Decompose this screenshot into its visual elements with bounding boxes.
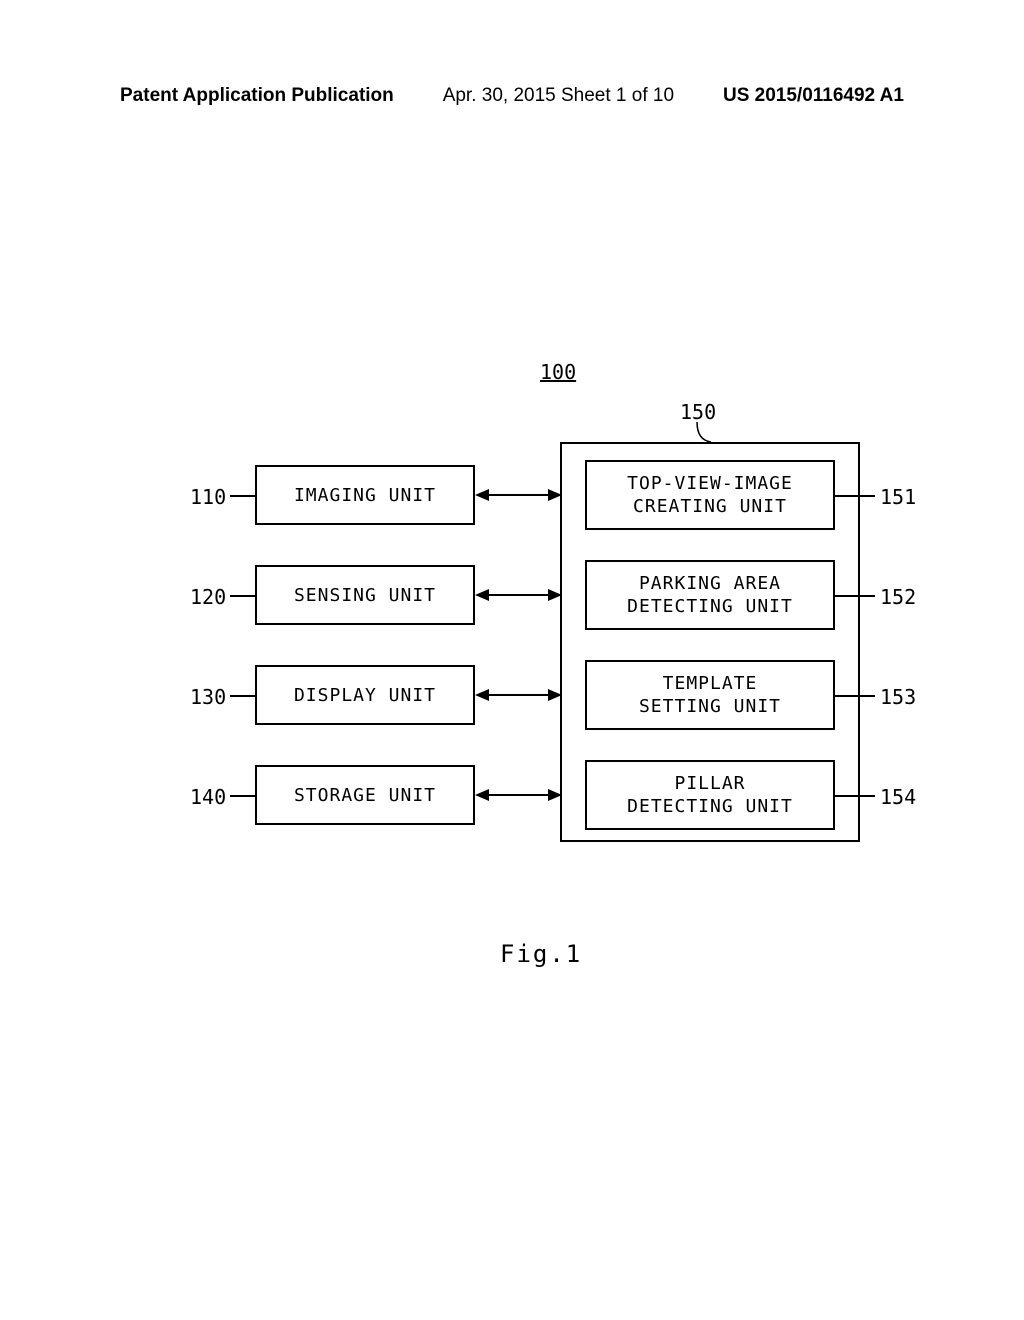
block-imaging-unit: IMAGING UNIT	[255, 465, 475, 525]
figure-label: Fig.1	[500, 940, 582, 968]
lead-line-120	[230, 595, 255, 597]
block-pillar-detecting-label: PILLARDETECTING UNIT	[627, 772, 793, 819]
block-pillar-detecting: PILLARDETECTING UNIT	[585, 760, 835, 830]
header-left-text: Patent Application Publication	[120, 85, 394, 107]
arrow-left-3	[475, 789, 489, 801]
lead-line-130	[230, 695, 255, 697]
controller-lead-curve	[695, 422, 715, 444]
block-sensing-unit-label: SENSING UNIT	[294, 585, 436, 606]
ref-label-130: 130	[190, 685, 226, 709]
connector-1	[487, 594, 550, 596]
block-sensing-unit: SENSING UNIT	[255, 565, 475, 625]
ref-label-120: 120	[190, 585, 226, 609]
ref-label-153: 153	[880, 685, 916, 709]
header-center-text: Apr. 30, 2015 Sheet 1 of 10	[443, 85, 674, 107]
ref-label-110: 110	[190, 485, 226, 509]
block-parking-area: PARKING AREADETECTING UNIT	[585, 560, 835, 630]
connector-2	[487, 694, 550, 696]
connector-0	[487, 494, 550, 496]
arrow-right-2	[548, 689, 562, 701]
block-top-view-image-label: TOP-VIEW-IMAGECREATING UNIT	[627, 472, 793, 519]
ref-label-154: 154	[880, 785, 916, 809]
block-parking-area-label: PARKING AREADETECTING UNIT	[627, 572, 793, 619]
lead-line-140	[230, 795, 255, 797]
ref-label-140: 140	[190, 785, 226, 809]
connector-3	[487, 794, 550, 796]
lead-line-152	[835, 595, 875, 597]
arrow-left-2	[475, 689, 489, 701]
page-header: Patent Application Publication Apr. 30, …	[0, 85, 1024, 107]
lead-line-154	[835, 795, 875, 797]
block-storage-unit-label: STORAGE UNIT	[294, 785, 436, 806]
ref-label-151: 151	[880, 485, 916, 509]
lead-line-110	[230, 495, 255, 497]
arrow-left-1	[475, 589, 489, 601]
block-template-setting: TEMPLATESETTING UNIT	[585, 660, 835, 730]
block-top-view-image: TOP-VIEW-IMAGECREATING UNIT	[585, 460, 835, 530]
block-imaging-unit-label: IMAGING UNIT	[294, 485, 436, 506]
ref-label-152: 152	[880, 585, 916, 609]
system-ref-label: 100	[540, 360, 576, 384]
controller-ref-label: 150	[680, 400, 716, 424]
block-storage-unit: STORAGE UNIT	[255, 765, 475, 825]
arrow-right-0	[548, 489, 562, 501]
block-display-unit: DISPLAY UNIT	[255, 665, 475, 725]
arrow-right-3	[548, 789, 562, 801]
arrow-right-1	[548, 589, 562, 601]
lead-line-153	[835, 695, 875, 697]
arrow-left-0	[475, 489, 489, 501]
block-template-setting-label: TEMPLATESETTING UNIT	[639, 672, 781, 719]
header-right-text: US 2015/0116492 A1	[723, 85, 904, 107]
block-display-unit-label: DISPLAY UNIT	[294, 685, 436, 706]
lead-line-151	[835, 495, 875, 497]
